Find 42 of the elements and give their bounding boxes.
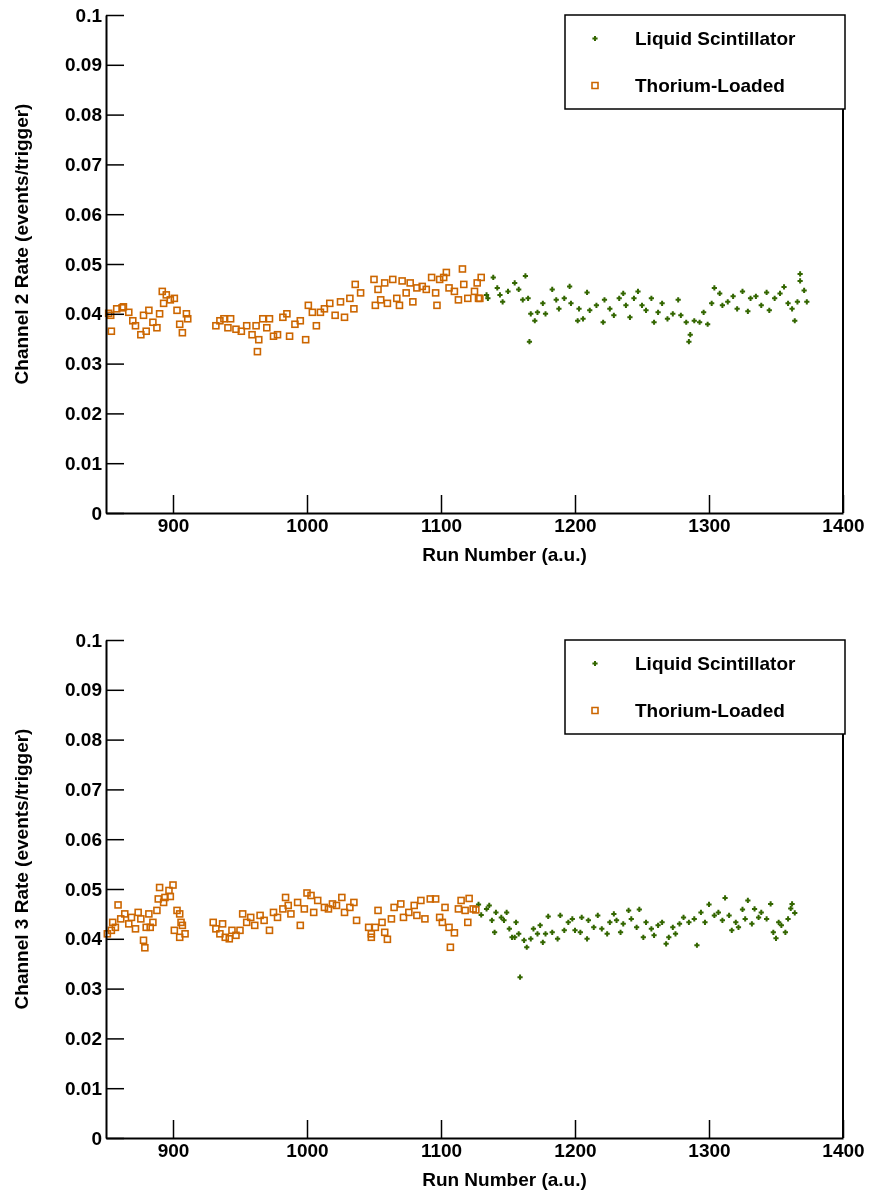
x-tick-label: 1000 — [286, 1140, 329, 1162]
y-tick-label: 0.1 — [75, 629, 103, 651]
x-tick-label: 900 — [157, 1140, 190, 1162]
x-tick-label: 1000 — [286, 515, 329, 537]
y-tick-label: 0.02 — [65, 1027, 102, 1049]
y-tick-label: 0.06 — [65, 828, 102, 850]
y-tick-label: 0.08 — [65, 729, 102, 751]
legend-label: Liquid Scintillator — [635, 653, 797, 675]
y-axis-title: Channel 3 Rate (events/trigger) — [11, 728, 32, 1010]
x-tick-label: 1400 — [822, 1140, 865, 1162]
y-tick-label: 0 — [91, 1127, 102, 1149]
x-tick-label: 1200 — [554, 515, 597, 537]
y-tick-label: 0 — [91, 502, 102, 524]
x-tick-label: 1300 — [688, 1140, 731, 1162]
y-tick-label: 0.06 — [65, 203, 102, 225]
y-tick-label: 0.08 — [65, 104, 102, 126]
y-tick-label: 0.09 — [65, 54, 102, 76]
y-tick-label: 0.03 — [65, 353, 102, 375]
y-tick-label: 0.05 — [65, 253, 103, 275]
legend-label: Liquid Scintillator — [635, 28, 797, 50]
y-tick-label: 0.1 — [75, 4, 103, 26]
y-tick-label: 0.07 — [65, 153, 102, 175]
legend-label: Thorium-Loaded — [635, 700, 785, 722]
y-tick-label: 0.01 — [65, 1077, 103, 1099]
x-tick-label: 1400 — [822, 515, 865, 537]
x-tick-label: 1200 — [554, 1140, 597, 1162]
legend-label: Thorium-Loaded — [635, 75, 785, 97]
y-tick-label: 0.04 — [65, 303, 103, 325]
x-tick-label: 900 — [157, 515, 190, 537]
y-tick-label: 0.02 — [65, 402, 102, 424]
y-tick-label: 0.07 — [65, 778, 102, 800]
y-tick-label: 0.03 — [65, 978, 102, 1000]
x-tick-label: 1300 — [688, 515, 731, 537]
x-tick-label: 1100 — [420, 1140, 463, 1162]
y-tick-label: 0.05 — [65, 878, 103, 900]
x-tick-label: 1100 — [420, 515, 463, 537]
y-tick-label: 0.04 — [65, 928, 103, 950]
y-tick-label: 0.01 — [65, 452, 103, 474]
x-axis-title: Run Number (a.u.) — [422, 1169, 587, 1190]
y-axis-title: Channel 2 Rate (events/trigger) — [11, 103, 32, 385]
y-tick-label: 0.09 — [65, 679, 102, 701]
x-axis-title: Run Number (a.u.) — [422, 544, 587, 565]
